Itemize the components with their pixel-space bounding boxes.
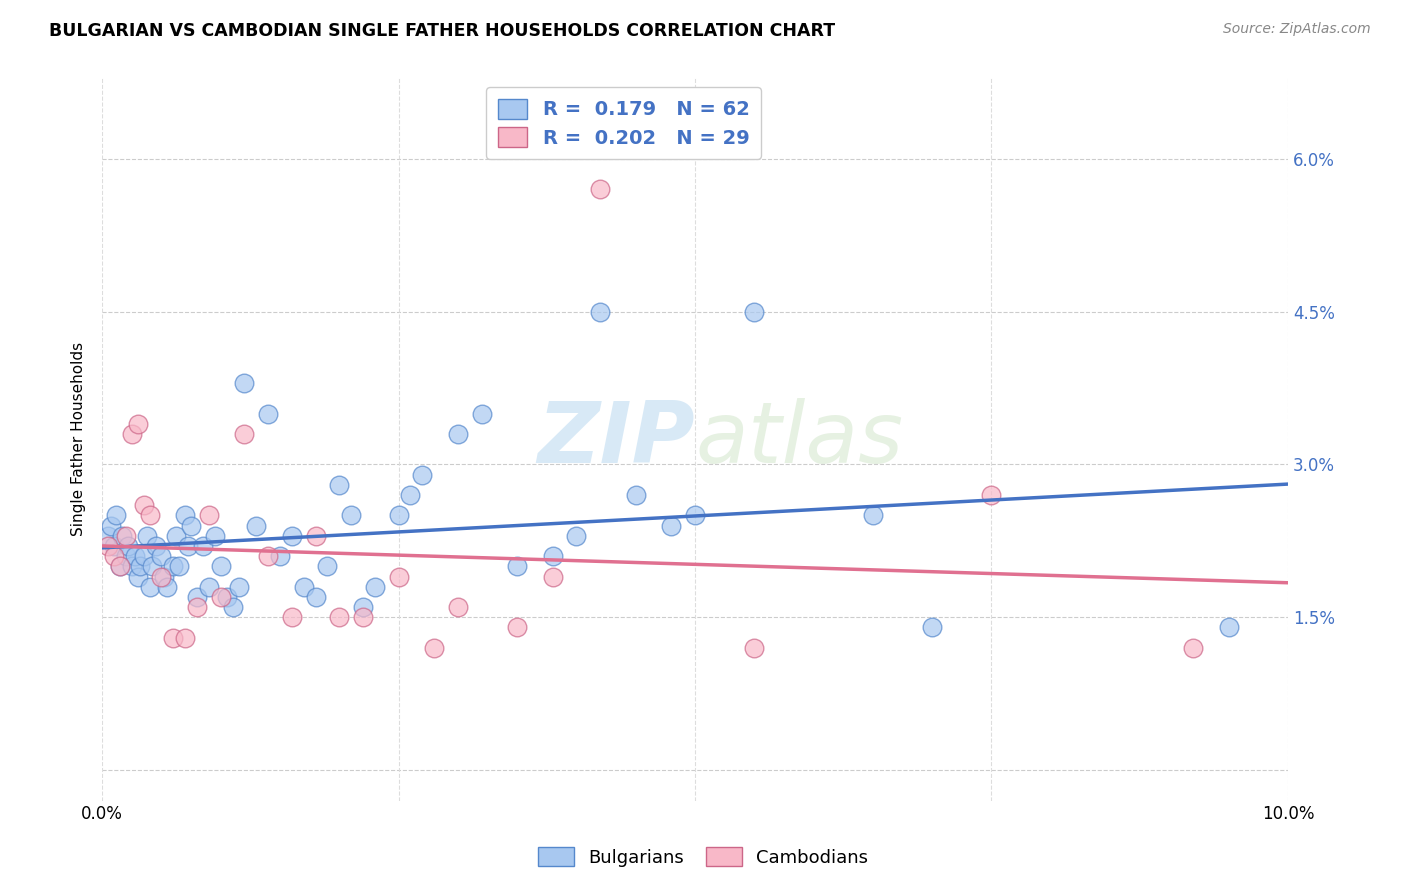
Point (471, 407, 494, 421)
Point (169, 559, 191, 574)
Point (506, 620, 529, 634)
Point (257, 549, 280, 564)
Point (141, 559, 163, 574)
Point (328, 478, 350, 492)
Point (174, 631, 197, 645)
Point (186, 600, 208, 615)
Point (215, 590, 238, 604)
Point (340, 508, 363, 523)
Point (162, 631, 184, 645)
Text: BULGARIAN VS CAMBODIAN SINGLE FATHER HOUSEHOLDS CORRELATION CHART: BULGARIAN VS CAMBODIAN SINGLE FATHER HOU… (49, 22, 835, 40)
Point (108, 559, 131, 574)
Point (423, 640, 446, 655)
Point (136, 529, 159, 543)
Point (269, 549, 291, 564)
Point (209, 559, 232, 574)
Point (132, 549, 155, 564)
Point (447, 600, 470, 615)
Point (150, 549, 173, 564)
Point (921, 620, 943, 634)
Point (176, 539, 198, 553)
Point (541, 569, 564, 583)
Point (744, 304, 766, 318)
Point (138, 580, 160, 594)
Point (683, 508, 706, 523)
Point (153, 569, 176, 583)
Point (180, 518, 202, 533)
Point (115, 549, 138, 564)
Point (411, 467, 433, 482)
Point (281, 529, 304, 543)
Point (97, 539, 120, 553)
Y-axis label: Single Father Households: Single Father Households (72, 342, 86, 536)
Point (115, 529, 138, 543)
Point (304, 529, 326, 543)
Point (103, 549, 125, 564)
Point (388, 508, 411, 523)
Point (316, 559, 339, 574)
Point (162, 559, 184, 574)
Point (129, 559, 152, 574)
Legend: R =  0.179   N = 62, R =  0.202   N = 29: R = 0.179 N = 62, R = 0.202 N = 29 (486, 87, 762, 160)
Point (204, 529, 226, 543)
Point (150, 569, 173, 583)
Point (744, 640, 766, 655)
Point (121, 426, 143, 441)
Point (97, 529, 120, 543)
Point (1218, 620, 1240, 634)
Point (105, 508, 128, 523)
Point (111, 529, 134, 543)
Point (364, 580, 387, 594)
Point (174, 508, 197, 523)
Point (124, 549, 146, 564)
Point (980, 488, 1002, 502)
Point (121, 559, 143, 574)
Point (103, 539, 125, 553)
Point (191, 539, 214, 553)
Point (565, 529, 588, 543)
Point (165, 529, 187, 543)
Point (233, 376, 256, 390)
Point (117, 539, 139, 553)
Point (221, 600, 243, 615)
Point (624, 488, 647, 502)
Point (281, 610, 304, 624)
Point (198, 580, 221, 594)
Point (399, 488, 422, 502)
Point (304, 590, 326, 604)
Point (257, 407, 280, 421)
Point (352, 610, 374, 624)
Point (186, 590, 208, 604)
Point (108, 559, 131, 574)
Point (100, 518, 122, 533)
Point (138, 508, 160, 523)
Point (127, 569, 149, 583)
Point (198, 508, 221, 523)
Point (388, 569, 411, 583)
Point (506, 559, 529, 574)
Point (156, 580, 179, 594)
Point (659, 518, 682, 533)
Text: atlas: atlas (695, 398, 903, 481)
Point (209, 590, 232, 604)
Text: ZIP: ZIP (537, 398, 695, 481)
Point (541, 549, 564, 564)
Point (127, 417, 149, 431)
Point (447, 426, 470, 441)
Point (228, 580, 250, 594)
Legend: Bulgarians, Cambodians: Bulgarians, Cambodians (530, 840, 876, 874)
Point (328, 610, 350, 624)
Point (292, 580, 315, 594)
Point (589, 304, 612, 318)
Text: Source: ZipAtlas.com: Source: ZipAtlas.com (1223, 22, 1371, 37)
Point (589, 182, 612, 196)
Point (245, 518, 267, 533)
Point (145, 539, 167, 553)
Point (233, 426, 256, 441)
Point (352, 600, 374, 615)
Point (862, 508, 884, 523)
Point (1182, 640, 1205, 655)
Point (132, 498, 155, 512)
